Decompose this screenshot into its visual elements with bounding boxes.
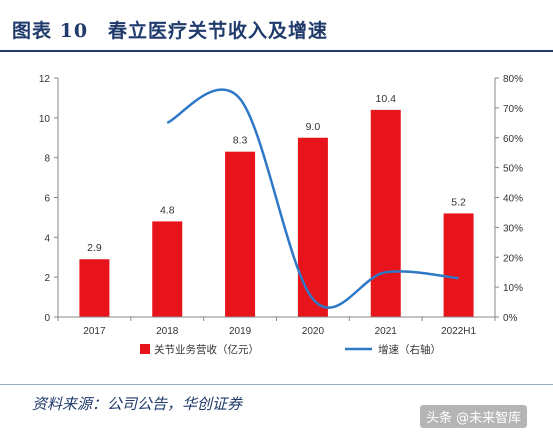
y-right-tick-label: 80% [503, 74, 523, 85]
y-left-tick-label: 8 [44, 154, 50, 165]
bar-2022H1 [443, 213, 474, 317]
y-left-tick-label: 10 [39, 114, 51, 125]
bar-2020 [297, 137, 328, 317]
y-left-tick-label: 2 [44, 273, 50, 284]
legend-bar-label: 关节业务营收（亿元） [154, 343, 259, 356]
x-tick-label: 2022H1 [441, 326, 476, 337]
chart-title: 图表 10 春立医疗关节收入及增速 [12, 20, 329, 42]
chart: 2.9 4.8 8.3 9.0 10.4 5.2 0 2 4 6 8 10 12 0% 10% 20% 30… [39, 74, 523, 356]
y-right-tick-label: 50% [503, 164, 523, 175]
y-left-tick-label: 6 [44, 194, 50, 205]
bar-data-label: 4.8 [160, 204, 175, 216]
source-note: 资料来源：公司公告，华创证券 [32, 395, 243, 413]
x-tick-label: 2021 [375, 326, 398, 337]
y-right-tick-label: 20% [503, 253, 523, 264]
y-right-tick-label: 70% [503, 104, 523, 115]
y-right-tick-label: 0% [503, 313, 518, 324]
bar-data-label: 10.4 [376, 93, 397, 105]
y-right-tick-label: 10% [503, 283, 523, 294]
source-divider [0, 384, 553, 385]
growth-line [166, 88, 459, 309]
y-right-tick-label: 40% [503, 194, 523, 205]
title-divider [0, 50, 553, 52]
x-tick-label: 2019 [229, 326, 252, 337]
legend-bar-swatch [140, 344, 150, 354]
bar-2019 [225, 151, 256, 317]
x-tick-label: 2020 [302, 326, 325, 337]
bar-data-label: 8.3 [233, 135, 248, 147]
bar-2018 [152, 221, 183, 317]
y-left-tick-label: 12 [39, 74, 51, 85]
watermark: 头条 @未来智库 [420, 405, 528, 428]
bar-2017 [79, 259, 110, 317]
x-tick-label: 2017 [83, 326, 106, 337]
bar-data-label: 5.2 [451, 196, 466, 208]
x-tick-label: 2018 [156, 326, 179, 337]
y-left-tick-label: 0 [44, 313, 50, 324]
y-right-tick-label: 30% [503, 223, 523, 234]
bar-data-label: 9.0 [306, 121, 321, 133]
y-right-tick-label: 60% [503, 134, 523, 145]
legend-line-label: 增速（右轴） [378, 343, 441, 356]
y-left-tick-label: 4 [44, 233, 50, 244]
bar-data-label: 2.9 [87, 242, 102, 254]
bar-2021 [370, 109, 401, 317]
